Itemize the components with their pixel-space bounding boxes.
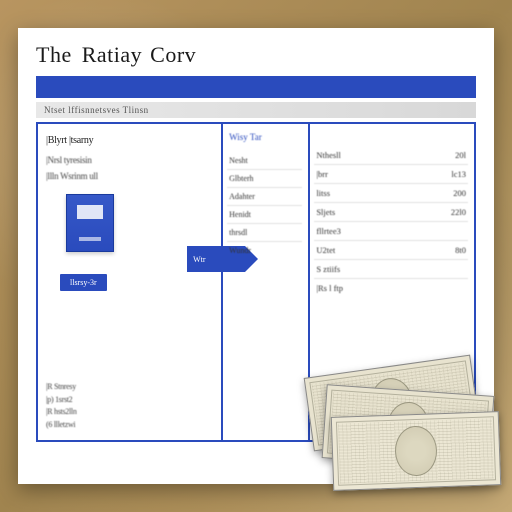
- document-sheet: The Ratiay Corv Ntset lffisnnetsves Tlinsn…: [18, 28, 494, 484]
- left-text-line: |llln Wsrinm ull: [46, 171, 213, 183]
- table-row: thrsdl: [227, 224, 302, 242]
- title-word-1: The: [36, 42, 72, 67]
- device-icon: [66, 194, 114, 252]
- table-row: fllrtee3: [314, 222, 468, 241]
- mid-column-header: Wisy Tar: [227, 132, 302, 142]
- table-row: Henidt: [227, 206, 302, 224]
- table-row: U2tet8t0: [314, 241, 468, 260]
- footer-line: |R Stnresy: [46, 382, 213, 392]
- sub-header-text: Ntset lffisnnetsves Tlinsn: [44, 105, 149, 115]
- footer-line: (6 llletzwi: [46, 420, 213, 430]
- left-text-line: |Nrsl tyresisin: [46, 155, 213, 167]
- table-row: Glbterh: [227, 170, 302, 188]
- right-column: Nthesll20l |brrlc13 litss200 Sljets22l0 …: [308, 124, 474, 440]
- table-row: Sljets22l0: [314, 203, 468, 222]
- title-word-3: Corv: [150, 42, 196, 67]
- content-frame: |Blyrt |tsarny |Nrsl tyresisin |llln Wsr…: [36, 122, 476, 442]
- table-row: Adahter: [227, 188, 302, 206]
- table-row: litss200: [314, 184, 468, 203]
- left-footer-block: |R Stnresy |p) 1srst2 |R hsts2lln (6 lll…: [46, 382, 213, 432]
- footer-line: |R hsts2lln: [46, 407, 213, 417]
- left-heading: |Blyrt |tsarny: [46, 134, 213, 147]
- table-row: |Rs l ftp: [314, 279, 468, 297]
- table-row: Wundr: [227, 242, 302, 259]
- table-row: Nesht: [227, 152, 302, 170]
- left-column: |Blyrt |tsarny |Nrsl tyresisin |llln Wsr…: [38, 124, 221, 440]
- title-word-2: Ratiay: [82, 42, 142, 67]
- table-row: Nthesll20l: [314, 146, 468, 165]
- table-row: |brrlc13: [314, 165, 468, 184]
- footer-line: |p) 1srst2: [46, 395, 213, 405]
- primary-action-button[interactable]: llsrsy-3r: [60, 274, 107, 291]
- page-title: The Ratiay Corv: [36, 42, 476, 68]
- middle-column: Wisy Tar Nesht Glbterh Adahter Henidt th…: [221, 124, 308, 440]
- arrow-label: Wtr: [193, 255, 205, 264]
- table-row: S ztiifs: [314, 260, 468, 279]
- spacer: [314, 132, 468, 146]
- sub-header-bar: Ntset lffisnnetsves Tlinsn: [36, 102, 476, 118]
- header-accent-bar: [36, 76, 476, 98]
